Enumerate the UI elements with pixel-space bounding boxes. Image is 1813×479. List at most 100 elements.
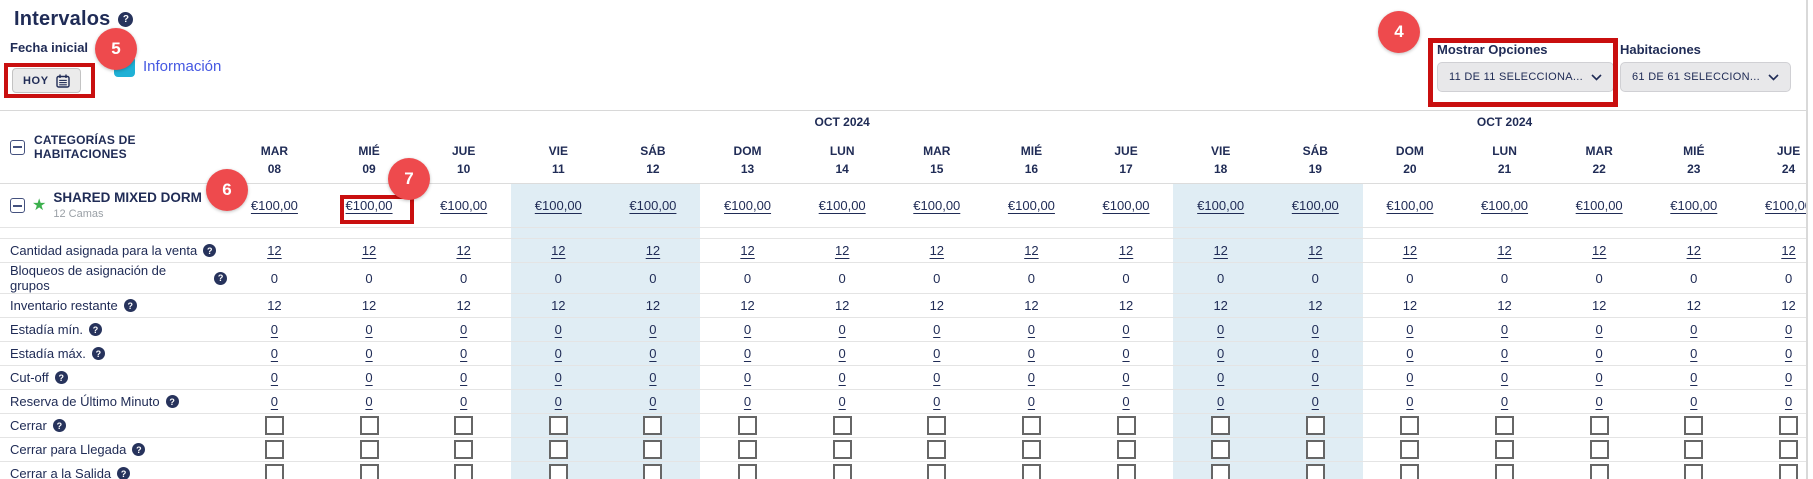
help-icon[interactable]: ? <box>165 395 179 408</box>
cantidad-asignada-value[interactable]: 12 <box>1497 243 1512 258</box>
cerrar-checkbox[interactable] <box>832 416 852 435</box>
cerrar-llegada-checkbox[interactable] <box>1684 440 1704 459</box>
collapse-category-icon[interactable] <box>10 198 25 213</box>
estadia-min-value[interactable]: 0 <box>649 322 657 337</box>
cerrar-salida-checkbox[interactable] <box>1684 464 1704 479</box>
reserva-ultimo-minuto-value[interactable]: 0 <box>1500 394 1509 409</box>
reserva-ultimo-minuto-value[interactable]: 0 <box>365 394 373 409</box>
cerrar-salida-checkbox[interactable] <box>1021 464 1041 479</box>
cerrar-salida-checkbox[interactable] <box>359 464 379 479</box>
cut-off-value[interactable]: 0 <box>1311 370 1319 385</box>
cerrar-checkbox[interactable] <box>1684 416 1704 435</box>
cerrar-checkbox[interactable] <box>927 416 947 435</box>
estadia-max-value[interactable]: 0 <box>1784 346 1793 361</box>
cut-off-value[interactable]: 0 <box>554 370 562 385</box>
cut-off-value[interactable]: 0 <box>1500 370 1509 385</box>
estadia-max-value[interactable]: 0 <box>1406 346 1414 361</box>
cerrar-checkbox[interactable] <box>1400 416 1420 435</box>
estadia-max-value[interactable]: 0 <box>1595 346 1603 361</box>
cerrar-llegada-checkbox[interactable] <box>1305 440 1325 459</box>
cantidad-asignada-value[interactable]: 12 <box>740 243 755 258</box>
cut-off-value[interactable]: 0 <box>1406 370 1414 385</box>
help-icon[interactable]: ? <box>203 244 217 257</box>
estadia-min-value[interactable]: 0 <box>554 322 562 337</box>
estadia-min-value[interactable]: 0 <box>1690 322 1698 337</box>
rate-link[interactable]: €100,00 <box>629 198 677 213</box>
rate-link[interactable]: €100,00 <box>1102 198 1150 213</box>
reserva-ultimo-minuto-value[interactable]: 0 <box>933 394 941 409</box>
cerrar-checkbox[interactable] <box>1305 416 1325 435</box>
rate-link[interactable]: €100,00 <box>1575 198 1623 213</box>
cantidad-asignada-value[interactable]: 12 <box>1781 243 1796 258</box>
collapse-all-icon[interactable] <box>10 139 25 155</box>
rate-link[interactable]: €100,00 <box>440 198 488 213</box>
cerrar-checkbox[interactable] <box>264 416 284 435</box>
cut-off-value[interactable]: 0 <box>460 370 468 385</box>
reserva-ultimo-minuto-value[interactable]: 0 <box>743 394 752 409</box>
rate-link[interactable]: €100,00 <box>1197 198 1245 213</box>
cantidad-asignada-value[interactable]: 12 <box>1591 243 1607 258</box>
cantidad-asignada-value[interactable]: 12 <box>929 243 945 258</box>
habitaciones-dropdown[interactable]: 61 DE 61 SELECCION... <box>1620 62 1791 92</box>
help-icon[interactable]: ? <box>88 323 102 336</box>
cut-off-value[interactable]: 0 <box>649 370 657 385</box>
estadia-max-value[interactable]: 0 <box>1311 346 1319 361</box>
help-icon[interactable]: ? <box>54 371 68 384</box>
rate-link[interactable]: €100,00 <box>1386 198 1434 213</box>
reserva-ultimo-minuto-value[interactable]: 0 <box>1217 394 1225 409</box>
cerrar-llegada-checkbox[interactable] <box>1116 440 1136 459</box>
help-icon[interactable]: ? <box>52 419 66 432</box>
help-icon[interactable]: ? <box>123 299 137 312</box>
cut-off-value[interactable]: 0 <box>1217 370 1225 385</box>
reserva-ultimo-minuto-value[interactable]: 0 <box>838 394 846 409</box>
cerrar-llegada-checkbox[interactable] <box>1779 440 1799 459</box>
estadia-max-value[interactable]: 0 <box>365 346 373 361</box>
cut-off-value[interactable]: 0 <box>933 370 941 385</box>
estadia-min-value[interactable]: 0 <box>1595 322 1603 337</box>
estadia-min-value[interactable]: 0 <box>743 322 752 337</box>
cut-off-value[interactable]: 0 <box>270 370 279 385</box>
estadia-min-value[interactable]: 0 <box>460 322 468 337</box>
cerrar-salida-checkbox[interactable] <box>264 464 284 479</box>
reserva-ultimo-minuto-value[interactable]: 0 <box>270 394 279 409</box>
cerrar-llegada-checkbox[interactable] <box>1021 440 1041 459</box>
cut-off-value[interactable]: 0 <box>1027 370 1036 385</box>
reserva-ultimo-minuto-value[interactable]: 0 <box>554 394 562 409</box>
reserva-ultimo-minuto-value[interactable]: 0 <box>649 394 657 409</box>
estadia-min-value[interactable]: 0 <box>1311 322 1319 337</box>
cut-off-value[interactable]: 0 <box>838 370 846 385</box>
cantidad-asignada-value[interactable]: 12 <box>1686 243 1702 258</box>
cerrar-salida-checkbox[interactable] <box>643 464 663 479</box>
reserva-ultimo-minuto-value[interactable]: 0 <box>1595 394 1603 409</box>
cerrar-llegada-checkbox[interactable] <box>738 440 758 459</box>
rate-link[interactable]: €100,00 <box>1670 198 1718 213</box>
estadia-max-value[interactable]: 0 <box>270 346 279 361</box>
help-icon[interactable]: ? <box>91 347 105 360</box>
cerrar-checkbox[interactable] <box>548 416 568 435</box>
estadia-min-value[interactable]: 0 <box>1406 322 1414 337</box>
rate-link[interactable]: €100,00 <box>534 198 582 213</box>
cerrar-salida-checkbox[interactable] <box>832 464 852 479</box>
cantidad-asignada-value[interactable]: 12 <box>551 243 566 258</box>
reserva-ultimo-minuto-value[interactable]: 0 <box>1784 394 1793 409</box>
title-help-icon[interactable]: ? <box>118 12 134 27</box>
cerrar-salida-checkbox[interactable] <box>454 464 474 479</box>
cerrar-llegada-checkbox[interactable] <box>1589 440 1609 459</box>
cut-off-value[interactable]: 0 <box>1595 370 1603 385</box>
cantidad-asignada-value[interactable]: 12 <box>456 243 471 258</box>
cerrar-checkbox[interactable] <box>1211 416 1231 435</box>
estadia-min-value[interactable]: 0 <box>933 322 941 337</box>
cantidad-asignada-value[interactable]: 12 <box>361 243 377 258</box>
rate-link[interactable]: €100,00 <box>818 198 866 213</box>
rate-link[interactable]: €100,00 <box>913 198 961 213</box>
estadia-max-value[interactable]: 0 <box>1027 346 1036 361</box>
reserva-ultimo-minuto-value[interactable]: 0 <box>460 394 468 409</box>
rate-link[interactable]: €100,00 <box>1481 198 1529 213</box>
rate-link[interactable]: €100,00 <box>1007 198 1055 213</box>
estadia-max-value[interactable]: 0 <box>554 346 562 361</box>
rate-link[interactable]: €100,00 <box>724 198 772 213</box>
cerrar-salida-checkbox[interactable] <box>1495 464 1515 479</box>
estadia-max-value[interactable]: 0 <box>1122 346 1130 361</box>
cantidad-asignada-value[interactable]: 12 <box>1308 243 1323 258</box>
cerrar-llegada-checkbox[interactable] <box>927 440 947 459</box>
